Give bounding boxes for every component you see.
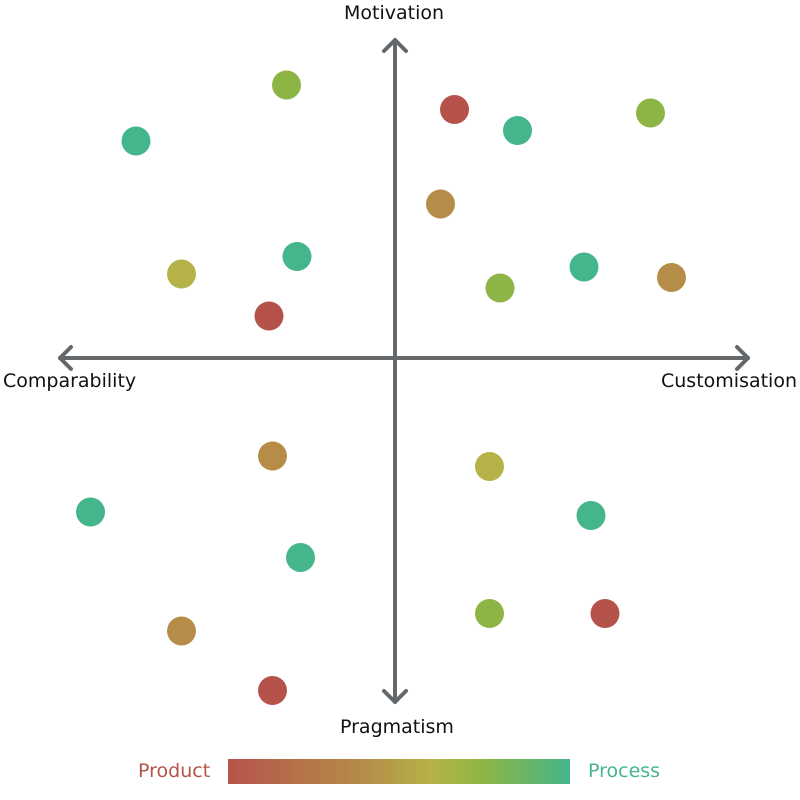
arrow-right-icon [735, 345, 750, 371]
axis-label-right: Customisation [661, 370, 798, 392]
data-point [426, 189, 455, 219]
axis-label-bottom: Pragmatism [340, 716, 454, 738]
data-point [636, 98, 665, 128]
points [76, 70, 686, 705]
data-point [590, 599, 620, 628]
data-point [167, 616, 196, 646]
arrow-left-icon [58, 345, 73, 371]
data-point [258, 676, 287, 705]
data-point [167, 259, 196, 289]
legend-high-label: Process [588, 760, 661, 782]
data-point [657, 263, 686, 292]
axis-label-top: Motivation [344, 2, 445, 24]
data-point [282, 242, 312, 271]
arrow-down-icon [382, 689, 408, 704]
data-point [576, 501, 606, 530]
legend-low-label: Product [138, 760, 211, 782]
legend-gradient-bar [228, 759, 570, 784]
data-point [121, 126, 151, 156]
data-point [272, 70, 301, 100]
data-point [440, 95, 469, 124]
data-point [254, 301, 284, 331]
data-point [258, 441, 287, 471]
arrow-up-icon [382, 38, 408, 53]
data-point [475, 599, 504, 628]
data-point [286, 543, 315, 572]
data-point [475, 452, 504, 481]
data-point [569, 252, 599, 282]
axes [58, 38, 750, 704]
data-point [76, 497, 105, 527]
data-point [503, 116, 532, 145]
axis-label-left: Comparability [3, 370, 137, 392]
data-point [485, 273, 515, 303]
